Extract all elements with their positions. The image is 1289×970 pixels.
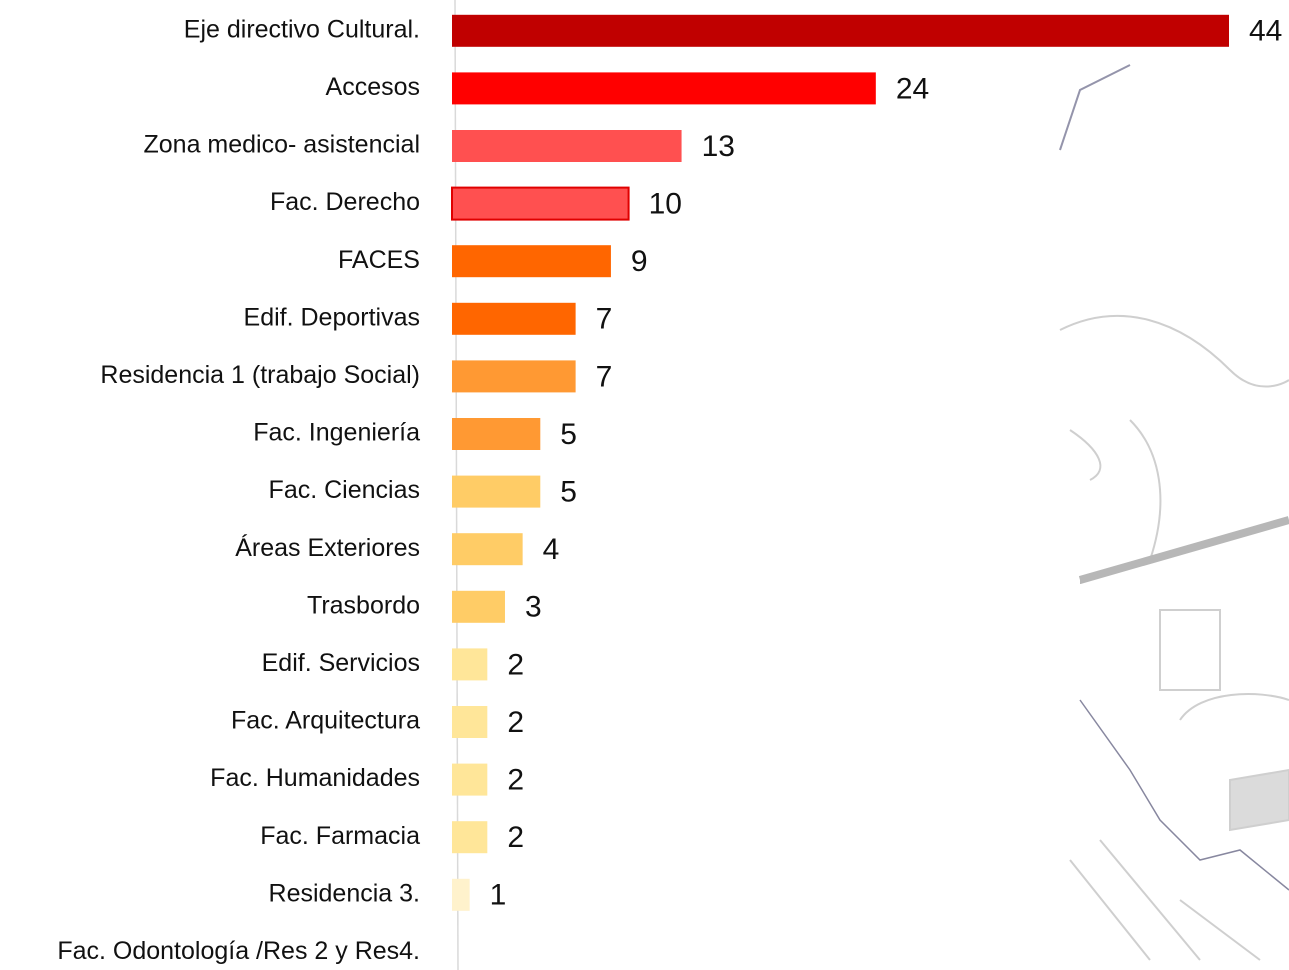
category-label: Zona medico- asistencial <box>143 131 420 159</box>
category-label: Residencia 1 (trabajo Social) <box>100 361 420 389</box>
bar <box>452 878 470 911</box>
bar <box>452 302 576 335</box>
category-label: Áreas Exteriores <box>235 533 420 562</box>
category-label: Fac. Odontología /Res 2 y Res4. <box>57 937 420 965</box>
category-label: Trasbordo <box>307 591 420 619</box>
value-label: 5 <box>560 418 577 451</box>
bar <box>452 648 488 681</box>
category-label: FACES <box>338 246 420 274</box>
bar <box>452 130 682 162</box>
bar <box>452 821 488 854</box>
value-label: 9 <box>631 245 648 278</box>
bar <box>452 14 1229 47</box>
value-label: 10 <box>649 188 682 221</box>
category-label: Fac. Farmacia <box>260 822 420 850</box>
value-label: 3 <box>525 591 542 624</box>
category-label: Edif. Deportivas <box>244 303 420 331</box>
value-label: 2 <box>507 764 524 797</box>
value-label: 7 <box>596 303 613 336</box>
value-label: 5 <box>560 476 577 509</box>
bar <box>452 706 488 738</box>
value-label: 13 <box>702 130 735 163</box>
value-label: 1 <box>490 879 507 912</box>
category-label: Fac. Humanidades <box>210 764 420 792</box>
bar <box>452 590 505 623</box>
category-label: Edif. Servicios <box>262 649 420 677</box>
background-map <box>1059 64 1289 961</box>
bar <box>452 533 523 566</box>
category-label: Accesos <box>326 73 420 101</box>
bar <box>452 245 611 278</box>
category-label: Fac. Ingeniería <box>253 419 420 447</box>
value-label: 7 <box>596 360 613 393</box>
category-label: Fac. Derecho <box>270 188 420 216</box>
bar <box>452 475 541 508</box>
value-label: 4 <box>543 533 560 566</box>
category-label: Eje directivo Cultural. <box>184 15 420 43</box>
value-label: 24 <box>896 72 929 105</box>
value-label: 2 <box>507 648 524 681</box>
bar <box>451 186 630 221</box>
category-label: Fac. Ciencias <box>269 476 420 504</box>
bar <box>452 72 876 105</box>
bar <box>452 360 576 393</box>
value-label: 2 <box>507 821 524 854</box>
category-label: Residencia 3. <box>269 879 420 907</box>
value-label: 44 <box>1249 15 1282 48</box>
value-label: 2 <box>507 706 524 739</box>
category-label: Fac. Arquitectura <box>231 707 420 735</box>
bar <box>452 418 541 450</box>
bar <box>452 763 488 796</box>
